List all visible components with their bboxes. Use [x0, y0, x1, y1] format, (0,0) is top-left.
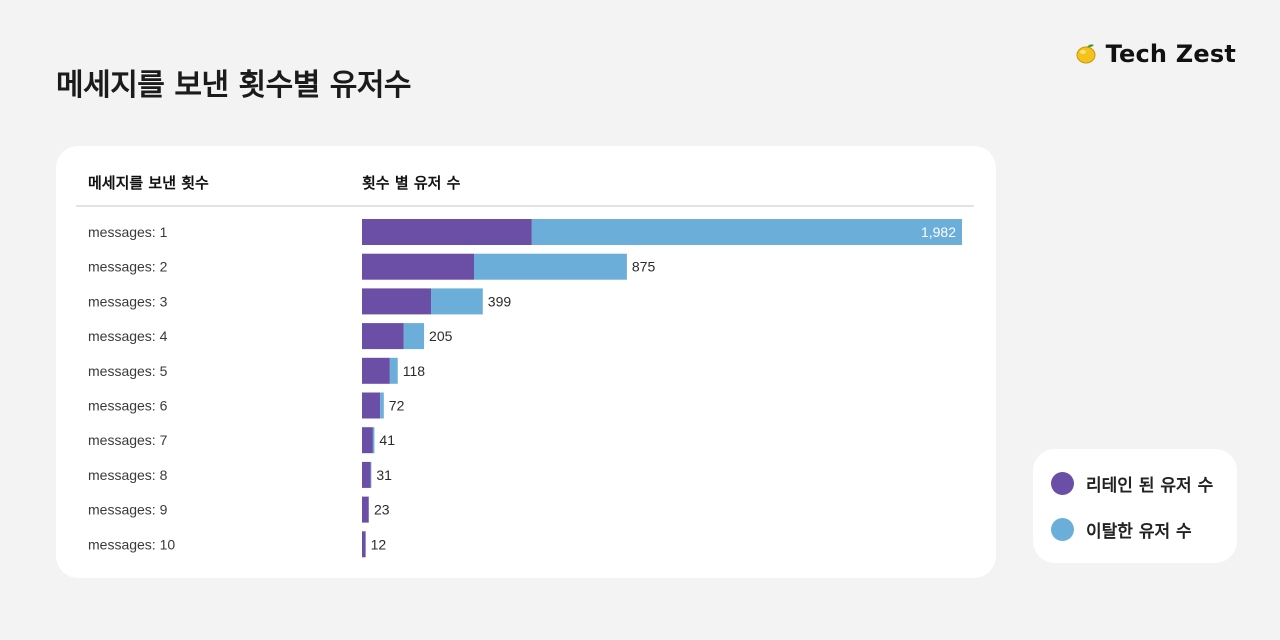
row-label: messages: 10 [88, 536, 175, 552]
row-label: messages: 6 [88, 398, 168, 414]
row-label: messages: 4 [88, 328, 168, 344]
bar-churned [380, 392, 384, 419]
column-header-message-count: 메세지를 보낸 횟수 [88, 174, 209, 192]
chart-card: 메세지를 보낸 횟수 횟수 별 유저 수 messages: 1 1,982 mes… [56, 146, 996, 578]
lemon-icon [1076, 44, 1096, 64]
bar-retained [362, 323, 404, 350]
row-label: messages: 1 [88, 224, 168, 240]
bar-retained [362, 496, 369, 523]
row-label: messages: 2 [88, 259, 168, 275]
legend-item-retained: 리테인 된 유저 수 [1051, 471, 1213, 496]
row-label: messages: 8 [88, 467, 168, 483]
bar-retained [362, 461, 371, 488]
bar-churned [531, 219, 962, 245]
brand-logo: Tech Zest [1074, 40, 1236, 68]
row-label: messages: 3 [88, 293, 168, 309]
data-label: 875 [632, 259, 656, 275]
data-label: 1,982 [921, 224, 956, 240]
bar-churned [431, 288, 483, 315]
bar-retained [362, 531, 366, 558]
header-divider [76, 205, 974, 207]
bar-churned [403, 323, 425, 350]
column-header-user-count: 횟수 별 유저 수 [362, 174, 461, 192]
bar-churned [370, 461, 372, 488]
row-label: messages: 7 [88, 432, 168, 448]
data-label: 118 [403, 363, 426, 379]
legend-label-retained: 리테인 된 유저 수 [1086, 476, 1214, 496]
data-label: 31 [376, 467, 392, 483]
legend: 리테인 된 유저 수 이탈한 유저 수 [1033, 449, 1237, 563]
bar-retained [362, 392, 381, 419]
legend-swatch-churned [1051, 518, 1074, 541]
legend-item-churned: 이탈한 유저 수 [1051, 517, 1192, 542]
data-label: 23 [374, 502, 390, 518]
data-label: 205 [429, 328, 453, 344]
row-label: messages: 5 [88, 363, 168, 379]
bar-churned [389, 357, 398, 384]
row-label: messages: 9 [88, 502, 168, 518]
bar-retained [362, 288, 432, 315]
bar-retained [362, 253, 475, 280]
bar-retained [362, 357, 390, 384]
legend-swatch-retained [1051, 472, 1074, 495]
bar-churned [372, 427, 375, 454]
bar-retained [362, 427, 373, 454]
bar-churned [474, 253, 627, 280]
data-label: 399 [488, 293, 512, 309]
page-title: 메세지를 보낸 횟수별 유저수 [56, 68, 412, 103]
data-label: 12 [371, 536, 387, 552]
stacked-bar-chart: messages: 1 1,982 messages: 2 875 messages: … [88, 219, 962, 558]
bar-retained [362, 219, 532, 245]
legend-label-churned: 이탈한 유저 수 [1086, 522, 1192, 542]
brand-name: Tech Zest [1105, 40, 1236, 68]
data-label: 72 [389, 398, 405, 414]
data-label: 41 [379, 432, 395, 448]
